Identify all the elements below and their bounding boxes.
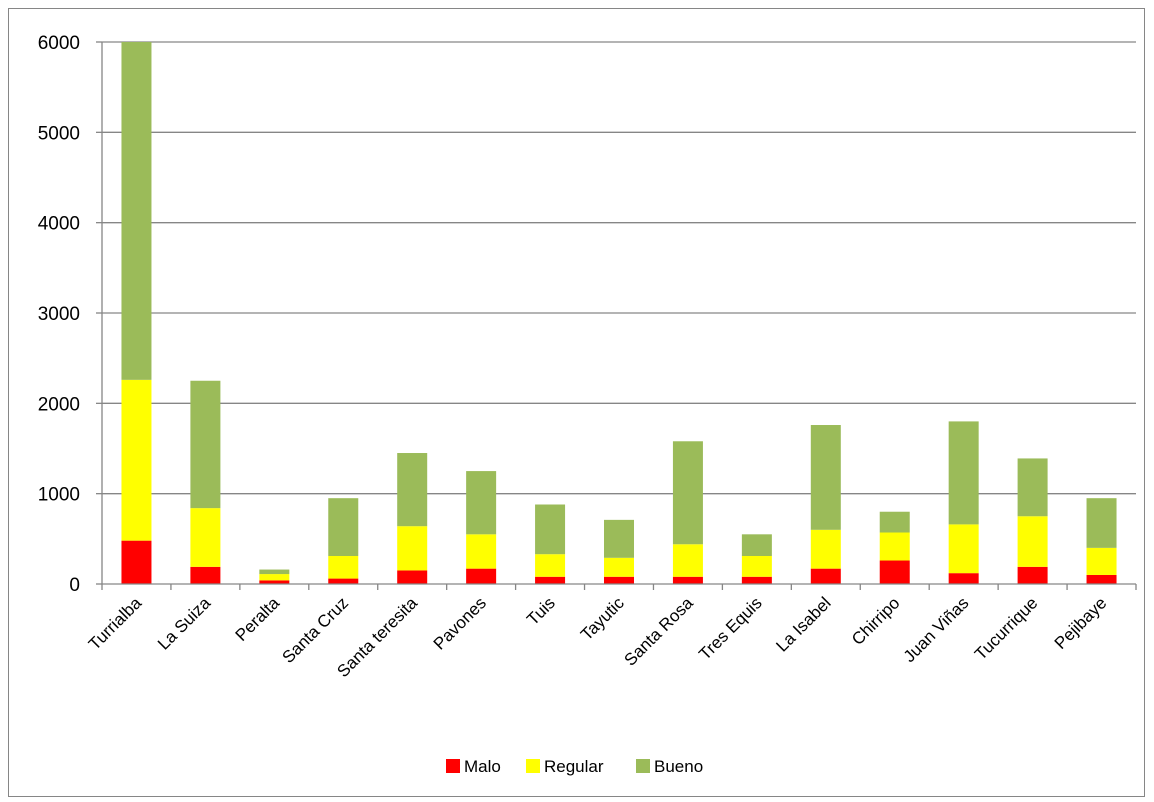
y-tick-label: 4000 [38, 214, 80, 235]
legend-swatch [526, 759, 540, 773]
bar-malo [810, 568, 841, 584]
bar-malo [535, 576, 566, 584]
bar-bueno [672, 441, 703, 545]
axes [96, 41, 1137, 590]
bar-regular [1017, 516, 1048, 567]
bar-bueno [810, 425, 841, 530]
bar-bueno [190, 380, 221, 509]
bar-bueno [535, 504, 566, 555]
x-tick-label: Turrialba [85, 593, 146, 654]
bar-bueno [466, 471, 497, 535]
y-tick-label: 0 [69, 575, 80, 596]
bar-malo [741, 576, 772, 584]
legend-item-regular: Regular [526, 757, 604, 776]
bar-regular [879, 532, 910, 561]
x-tick-label: Pavones [430, 593, 490, 653]
bars [121, 42, 1117, 584]
bar-malo [466, 568, 497, 584]
x-tick-label: La Suiza [154, 593, 215, 654]
bar-regular [121, 379, 152, 541]
bar-regular [672, 544, 703, 577]
bar-regular [190, 508, 221, 567]
bar-regular [466, 534, 497, 569]
legend: Malo Regular Bueno [446, 757, 703, 776]
gridlines [102, 41, 1136, 495]
bar-bueno [741, 534, 772, 556]
y-tick-label: 3000 [38, 304, 80, 325]
bar-malo [121, 540, 152, 584]
bar-regular [535, 554, 566, 577]
bar-regular [328, 555, 359, 579]
bar-regular [259, 574, 290, 581]
x-tick-label: Juan Viñas [900, 593, 973, 666]
bar-regular [948, 524, 979, 574]
x-tick-label: La Isabel [772, 593, 834, 655]
bar-malo [1017, 566, 1048, 584]
x-tick-label: Pejibaye [1051, 593, 1111, 653]
legend-label: Regular [544, 757, 604, 776]
bar-malo [328, 578, 359, 584]
x-tick-label: Tuis [523, 593, 559, 629]
bar-bueno [948, 421, 979, 525]
bar-regular [604, 557, 634, 577]
y-tick-label: 6000 [38, 33, 80, 54]
bar-bueno [1017, 458, 1048, 517]
bar-bueno [1086, 498, 1117, 548]
bar-bueno [397, 453, 428, 527]
legend-item-malo: Malo [446, 757, 501, 776]
legend-swatch [446, 759, 460, 773]
x-tick-label: Santa Cruz [279, 593, 353, 667]
bar-regular [741, 555, 772, 577]
legend-swatch [636, 759, 650, 773]
bar-bueno [604, 519, 634, 558]
bar-regular [1086, 547, 1117, 575]
x-tick-label: Peralta [232, 593, 284, 645]
bar-regular [397, 526, 428, 571]
y-tick-labels: 0 1000 2000 3000 4000 5000 6000 [38, 33, 80, 596]
x-tick-label: Tres Equis [695, 593, 765, 663]
bar-malo [879, 560, 910, 584]
x-tick-label: Santa Rosa [621, 593, 698, 670]
legend-item-bueno: Bueno [636, 757, 703, 776]
bar-malo [259, 580, 290, 584]
x-tick-label: Tucurrique [971, 593, 1041, 663]
y-tick-label: 1000 [38, 485, 80, 506]
bar-bueno [879, 511, 910, 533]
legend-label: Malo [464, 757, 501, 776]
legend-label: Bueno [654, 757, 703, 776]
bar-bueno [121, 42, 152, 380]
bar-malo [397, 570, 428, 584]
bar-malo [1086, 574, 1117, 584]
x-tick-label: Chirripo [848, 593, 904, 649]
bar-malo [672, 576, 703, 584]
bar-malo [948, 573, 979, 584]
x-tick-label: Tayutic [577, 593, 628, 644]
y-tick-label: 2000 [38, 394, 80, 415]
bar-bueno [259, 569, 290, 575]
bar-bueno [328, 498, 359, 556]
bar-regular [810, 529, 841, 569]
bar-malo [190, 566, 221, 584]
y-tick-label: 5000 [38, 123, 80, 144]
bar-malo [604, 576, 634, 584]
